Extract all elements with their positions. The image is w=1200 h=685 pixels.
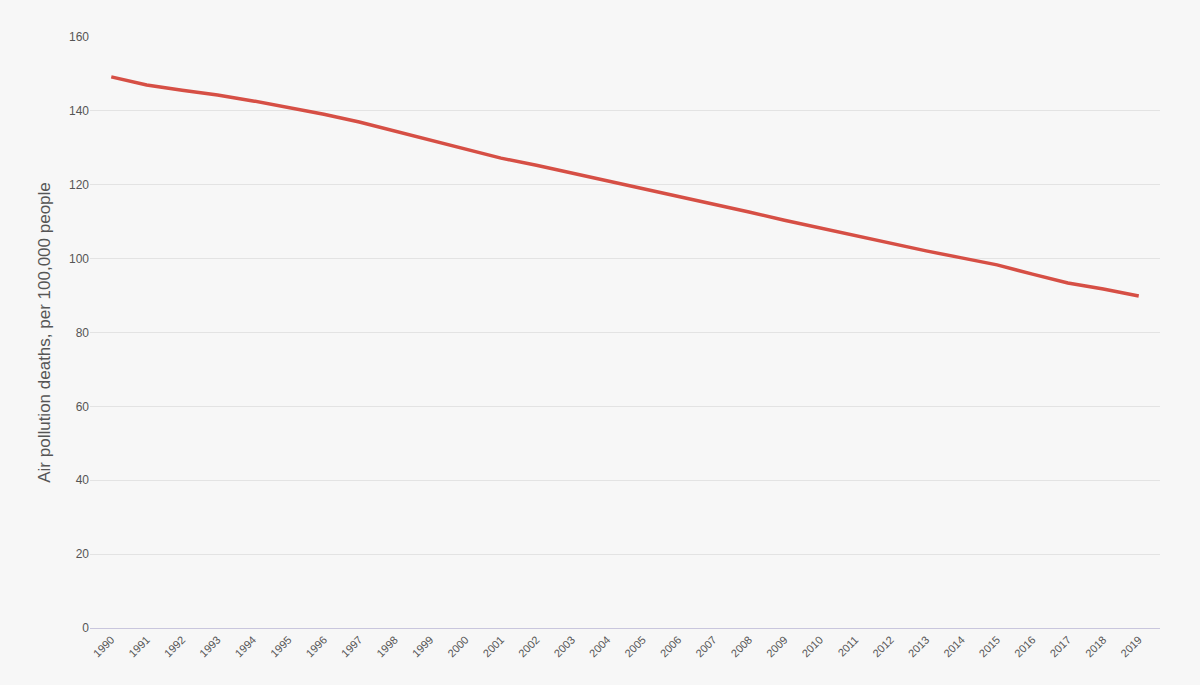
svg-text:100: 100 <box>69 252 89 266</box>
svg-text:160: 160 <box>69 30 89 44</box>
svg-text:20: 20 <box>76 547 90 561</box>
svg-text:1995: 1995 <box>268 634 294 660</box>
svg-text:1996: 1996 <box>303 634 329 660</box>
svg-text:1990: 1990 <box>91 634 117 660</box>
svg-text:2006: 2006 <box>658 634 684 660</box>
svg-text:1991: 1991 <box>126 634 152 660</box>
svg-text:1992: 1992 <box>162 634 188 660</box>
svg-text:2005: 2005 <box>622 634 648 660</box>
svg-text:2014: 2014 <box>941 634 967 660</box>
svg-text:2004: 2004 <box>587 634 613 660</box>
svg-text:1997: 1997 <box>339 634 365 660</box>
svg-text:2003: 2003 <box>551 634 577 660</box>
svg-text:Air pollution deaths, per 100,: Air pollution deaths, per 100,000 people <box>35 182 54 483</box>
svg-text:2009: 2009 <box>764 634 790 660</box>
svg-text:2010: 2010 <box>799 634 825 660</box>
svg-text:140: 140 <box>69 104 89 118</box>
svg-text:2007: 2007 <box>693 634 719 660</box>
svg-text:1998: 1998 <box>374 634 400 660</box>
svg-text:120: 120 <box>69 178 89 192</box>
svg-text:2012: 2012 <box>870 634 896 660</box>
svg-text:2015: 2015 <box>977 634 1003 660</box>
svg-text:2016: 2016 <box>1012 634 1038 660</box>
svg-text:1999: 1999 <box>410 634 436 660</box>
svg-text:2018: 2018 <box>1083 634 1109 660</box>
svg-text:1994: 1994 <box>232 634 258 660</box>
svg-text:0: 0 <box>82 621 89 635</box>
svg-text:60: 60 <box>76 400 90 414</box>
svg-text:2013: 2013 <box>906 634 932 660</box>
svg-text:2002: 2002 <box>516 634 542 660</box>
svg-text:2011: 2011 <box>835 634 860 659</box>
svg-text:1993: 1993 <box>197 634 223 660</box>
svg-text:2017: 2017 <box>1047 634 1073 660</box>
svg-text:80: 80 <box>76 326 90 340</box>
svg-text:40: 40 <box>76 473 90 487</box>
svg-text:2000: 2000 <box>445 634 471 660</box>
svg-text:2019: 2019 <box>1118 634 1144 660</box>
svg-text:2008: 2008 <box>729 634 755 660</box>
svg-text:2001: 2001 <box>480 634 506 660</box>
